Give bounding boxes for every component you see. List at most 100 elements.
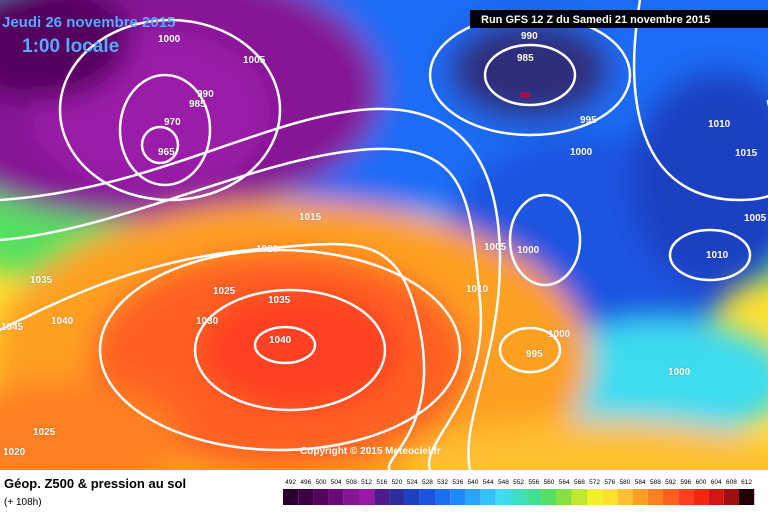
isobar-label: 965 [158,147,175,158]
isobar-label: 1010 [706,250,729,261]
legend-level: 576 [604,479,615,486]
legend-swatch [374,489,390,505]
legend-level: 492 [285,479,296,486]
copyright: Copyright © 2015 Meteociel.fr [300,446,441,457]
legend-level: 556 [528,479,539,486]
legend-swatch [465,489,481,505]
legend-level: 596 [680,479,691,486]
isobar-label: 1020 [256,244,279,255]
legend-level: 544 [483,479,494,486]
legend-level: 500 [316,479,327,486]
isobar-label: 1040 [269,335,292,346]
isobar-label: 1015 [735,148,758,159]
legend-swatch [602,489,618,505]
isobar-label: 1020 [3,447,26,458]
run-box [470,10,768,28]
legend-level: 592 [665,479,676,486]
legend-level: 516 [376,479,387,486]
legend-level: 588 [650,479,661,486]
legend-swatch [617,489,633,505]
legend-swatch [541,489,557,505]
legend-level: 512 [361,479,372,486]
legend-swatch [359,489,375,505]
legend-level: 496 [300,479,311,486]
legend-swatch [678,489,694,505]
legend-swatch [495,489,511,505]
legend-swatch [404,489,420,505]
legend-swatch [450,489,466,505]
legend-swatch [435,489,451,505]
legend-swatch [571,489,587,505]
legend-swatch [723,489,739,505]
legend-level: 504 [331,479,342,486]
legend-swatch [389,489,405,505]
legend-level: 536 [452,479,463,486]
isobar-label: 995 [526,349,543,360]
isobar-label: 1005 [484,242,507,253]
legend-level: 532 [437,479,448,486]
legend-swatch [739,489,755,505]
legend-swatch [313,489,329,505]
isobar-label: 985 [189,99,206,110]
legend-level: 600 [696,479,707,486]
isobar-label: 1010 [466,284,489,295]
legend-level: 548 [498,479,509,486]
legend-level: 612 [741,479,752,486]
legend-level: 604 [711,479,722,486]
legend-level: 564 [559,479,570,486]
legend-level: 560 [544,479,555,486]
legend-level: 540 [468,479,479,486]
isobar-label: 1005 [744,213,767,224]
isobar-label: 1025 [213,286,236,297]
legend: 492 496 500 504 508 512 516 520 524 528 532 536 540 5… [283,479,755,505]
isobar-label: 1025 [33,427,56,438]
legend-level: 608 [726,479,737,486]
legend-level: 584 [635,479,646,486]
legend-swatch [526,489,542,505]
legend-swatch [511,489,527,505]
legend-swatch [556,489,572,505]
legend-level: 508 [346,479,357,486]
legend-swatch [647,489,663,505]
legend-swatch [283,489,299,505]
legend-swatch [587,489,603,505]
isobar-labels: 1000 1005 990 985 970 965 990 985 995 10… [1,31,768,459]
legend-level: 528 [422,479,433,486]
legend-swatch [343,489,359,505]
legend-swatch [298,489,314,505]
isobars [0,0,768,470]
legend-level: 552 [513,479,524,486]
legend-level: 568 [574,479,585,486]
isobar-label: 1035 [30,275,53,286]
isobar-label: 985 [517,53,534,64]
isobar-label: 990 [197,89,214,100]
valid-date: Jeudi 26 novembre 2015 [2,14,175,31]
legend-level: 572 [589,479,600,486]
legend-level: 520 [392,479,403,486]
legend-swatch [708,489,724,505]
legend-swatch [632,489,648,505]
isobar-label: 995 [580,115,597,126]
legend-swatch [328,489,344,505]
isobar-label: 1005 [243,55,266,66]
legend-swatch [480,489,496,505]
isobar-label: 1000 [158,34,181,45]
local-time: 1:00 locale [22,36,119,57]
lead-time: (+ 108h) [4,497,42,508]
legend-level: 524 [407,479,418,486]
isobar-label: 1015 [299,212,322,223]
isobar-label: 1000 [548,329,571,340]
isobar-label: 1045 [1,322,24,333]
run-info: Run GFS 12 Z du Samedi 21 novembre 2015 [481,14,710,26]
isobar-label: 1010 [708,119,731,130]
legend-level: 580 [620,479,631,486]
isobar-label: 990 [521,31,538,42]
isobar-label: 1000 [570,147,593,158]
isobar-label: 1030 [196,316,219,327]
isobar-label: 1000 [668,367,691,378]
footer-title: Géop. Z500 & pression au sol [4,476,186,491]
legend-swatch [663,489,679,505]
isobar-label: 970 [164,117,181,128]
